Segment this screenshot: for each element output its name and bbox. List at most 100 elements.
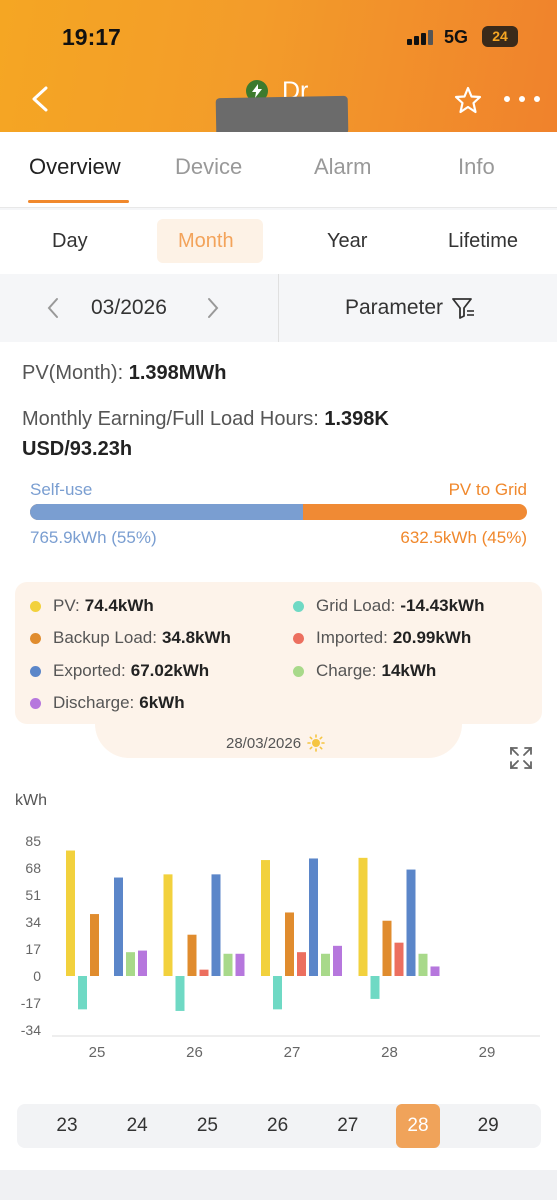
self-use-label: Self-use: [30, 480, 93, 499]
bar-exported-25[interactable]: [114, 877, 123, 976]
legend-discharge: Discharge: 6kWh: [30, 693, 185, 713]
x-tick-label: 29: [479, 1044, 496, 1061]
pv-month-line: PV(Month): 1.398MWh: [22, 362, 227, 385]
bar-discharge-25[interactable]: [138, 950, 147, 976]
bar-chart: 85 68 51 34 17 0 -17 -34 25 26 27 28 29: [21, 833, 540, 1061]
pv-to-grid-label: PV to Grid: [448, 480, 527, 499]
tooltip-date-text: 28/03/2026: [226, 734, 302, 752]
legend-exported: Exported: 67.02kWh: [30, 661, 209, 681]
parameter-button[interactable]: Parameter: [345, 296, 444, 319]
bar-exported-26[interactable]: [211, 874, 221, 976]
chevron-left-icon[interactable]: [47, 297, 59, 319]
bar-pv-26[interactable]: [163, 874, 173, 976]
bar-discharge-28[interactable]: [430, 966, 440, 976]
self-use-split-bar: [30, 504, 527, 520]
y-tick-label: 68: [25, 860, 41, 876]
day-24[interactable]: 24: [126, 1115, 148, 1136]
status-time: 19:17: [62, 24, 121, 50]
star-icon[interactable]: [454, 86, 482, 114]
legend-backup-load: Backup Load: 34.8kWh: [30, 628, 231, 648]
bar-exported-28[interactable]: [406, 869, 416, 976]
period-year[interactable]: Year: [327, 230, 368, 252]
chart-legend: PV: 74.4kWh Grid Load: -14.43kWh Backup Lo…: [15, 582, 542, 724]
period-active-highlight: [157, 219, 263, 263]
expand-icon[interactable]: [509, 746, 533, 770]
y-tick-label: 17: [25, 941, 41, 957]
date-value[interactable]: 03/2026: [91, 296, 167, 319]
back-icon[interactable]: [30, 86, 50, 112]
day-23[interactable]: 23: [56, 1115, 78, 1136]
period-month[interactable]: Month: [178, 230, 234, 252]
y-tick-label: 85: [25, 833, 41, 849]
tab-overview[interactable]: Overview: [29, 154, 121, 179]
bar-grid-load-27[interactable]: [273, 976, 282, 1010]
bar-discharge-26[interactable]: [235, 953, 245, 976]
active-tab-indicator: [28, 200, 129, 203]
main-tabs: Overview Device Alarm Info: [0, 132, 557, 208]
tab-info[interactable]: Info: [458, 154, 495, 179]
day-25[interactable]: 25: [196, 1115, 218, 1136]
day-27[interactable]: 27: [337, 1115, 359, 1136]
bar-pv-27[interactable]: [261, 860, 270, 976]
tab-device[interactable]: Device: [175, 154, 243, 179]
bar-backup-load-25[interactable]: [90, 914, 99, 976]
day-selector: 23 24 25 26 27 28 29: [17, 1104, 541, 1148]
bar-charge-25[interactable]: [126, 952, 135, 976]
bar-grid-load-28[interactable]: [370, 976, 380, 999]
app-header: 19:17 5G 24 Dr: [0, 0, 557, 137]
earning-value: 1.398K USD/93.23h: [22, 408, 389, 460]
bar-grid-load-25[interactable]: [78, 976, 87, 1010]
bar-pv-25[interactable]: [66, 850, 75, 976]
pv-month-value: 1.398MWh: [128, 362, 227, 384]
y-tick-label: -17: [21, 995, 41, 1011]
legend-discharge-dot: [30, 697, 41, 709]
bar-exported-27[interactable]: [309, 858, 318, 976]
summary-card: PV(Month): 1.398MWh Monthly Earning/Full…: [0, 342, 557, 574]
y-tick-label: 34: [25, 914, 41, 930]
bar-charge-28[interactable]: [418, 953, 428, 976]
period-day[interactable]: Day: [52, 230, 88, 252]
legend-pv: PV: 74.4kWh: [30, 596, 154, 616]
y-tick-label: -34: [21, 1022, 41, 1038]
bar-backup-load-28[interactable]: [382, 920, 392, 976]
bar-grid-load-26[interactable]: [175, 976, 185, 1011]
x-tick-label: 25: [89, 1044, 106, 1061]
signal-icon: [407, 29, 435, 45]
legend-grid-load: Grid Load: -14.43kWh: [293, 596, 484, 616]
x-tick-label: 27: [284, 1044, 301, 1061]
legend-imported-dot: [293, 632, 304, 644]
redacted-block: [215, 95, 349, 137]
earning-line: Monthly Earning/Full Load Hours: 1.398K …: [22, 404, 462, 464]
self-use-fill: [30, 504, 304, 520]
network-label: 5G: [444, 27, 469, 47]
legend-exported-dot: [30, 665, 41, 677]
day-29[interactable]: 29: [477, 1115, 499, 1136]
bar-charge-27[interactable]: [321, 953, 330, 976]
more-icon[interactable]: [504, 96, 542, 104]
bar-backup-load-26[interactable]: [187, 934, 197, 976]
bar-discharge-27[interactable]: [333, 945, 342, 976]
pv-month-label: PV(Month):: [22, 362, 129, 384]
period-lifetime[interactable]: Lifetime: [448, 230, 519, 252]
bar-pv-28[interactable]: [358, 857, 368, 976]
divider: [278, 274, 279, 342]
bar-imported-28[interactable]: [394, 942, 404, 976]
tab-alarm[interactable]: Alarm: [314, 154, 372, 179]
day-28[interactable]: 28: [396, 1104, 440, 1148]
legend-backup-load-dot: [30, 632, 41, 644]
chevron-right-icon[interactable]: [207, 297, 219, 319]
x-tick-label: 28: [381, 1044, 398, 1061]
tooltip-date: 28/03/2026: [226, 734, 325, 752]
bar-imported-27[interactable]: [297, 952, 306, 976]
filter-icon[interactable]: [451, 297, 475, 319]
legend-pv-dot: [30, 600, 41, 612]
day-26[interactable]: 26: [267, 1115, 289, 1136]
bar-backup-load-27[interactable]: [285, 912, 294, 976]
bottom-strip: [0, 1170, 557, 1200]
pv-to-grid-value: 632.5kWh (45%): [400, 528, 527, 547]
y-tick-label: 0: [33, 968, 41, 984]
bar-charge-26[interactable]: [223, 953, 233, 976]
sun-icon: [307, 734, 325, 752]
bar-imported-26[interactable]: [199, 969, 209, 976]
earning-label: Monthly Earning/Full Load Hours:: [22, 408, 325, 430]
